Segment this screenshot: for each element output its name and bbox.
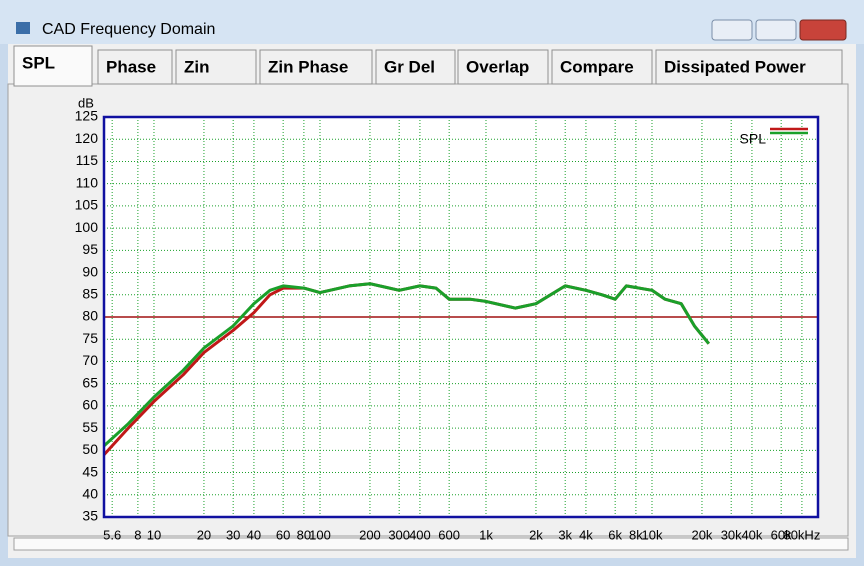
y-tick-label: 95 (82, 241, 98, 257)
tab-label[interactable]: SPL (22, 53, 55, 72)
tab[interactable] (97, 49, 173, 85)
x-tick-label: 8k (629, 527, 643, 542)
y-tick-label: 120 (75, 130, 99, 146)
y-tick-label: 80 (82, 308, 98, 324)
x-tick-label: 10k (642, 527, 663, 542)
maximize-button[interactable] (755, 19, 797, 41)
y-tick-label: 65 (82, 374, 98, 390)
tab[interactable] (175, 49, 257, 85)
y-tick-label: 60 (82, 397, 98, 413)
x-tick-label: 10 (147, 527, 161, 542)
x-tick-label: 80 (297, 527, 311, 542)
x-tick-label: 3k (558, 527, 572, 542)
tab-label[interactable]: Overlap (466, 57, 529, 76)
x-tick-label: 40k (741, 527, 762, 542)
app-icon (16, 22, 30, 34)
plot-border (102, 115, 820, 519)
x-tick-label: 600 (438, 527, 460, 542)
tab[interactable] (259, 49, 373, 85)
x-tick-label: 4k (579, 527, 593, 542)
tab-label[interactable]: Phase (106, 57, 156, 76)
x-tick-label: 6k (608, 527, 622, 542)
x-tick-label: 400 (409, 527, 431, 542)
legend-label: SPL (740, 131, 767, 147)
y-tick-label: 35 (82, 508, 98, 524)
y-tick-label: 70 (82, 352, 98, 368)
y-tick-label: 55 (82, 419, 98, 435)
y-tick-label: 90 (82, 263, 98, 279)
x-tick-label: 2k (529, 527, 543, 542)
tab[interactable] (551, 49, 653, 85)
x-tick-label: 5.6 (103, 527, 121, 542)
y-tick-label: 45 (82, 463, 98, 479)
x-tick-label: 200 (359, 527, 381, 542)
y-tick-label: 100 (75, 219, 99, 235)
tab[interactable] (457, 49, 549, 85)
tab-label[interactable]: Zin Phase (268, 57, 348, 76)
x-tick-label: 20 (197, 527, 211, 542)
y-tick-label: 75 (82, 330, 98, 346)
x-tick-label: 100 (309, 527, 331, 542)
minimize-button[interactable] (711, 19, 753, 41)
x-tick-label: 80kHz (783, 527, 820, 542)
y-tick-label: 105 (75, 197, 99, 213)
tab[interactable] (375, 49, 456, 85)
close-button[interactable] (799, 19, 847, 41)
x-tick-label: 8 (134, 527, 141, 542)
y-tick-label: 110 (76, 174, 99, 190)
x-tick-label: 1k (479, 527, 493, 542)
tab-label[interactable]: Gr Del (384, 57, 435, 76)
x-tick-label: 60 (276, 527, 290, 542)
window-title: CAD Frequency Domain (42, 21, 215, 38)
x-tick-label: 60k (771, 527, 792, 542)
y-tick-label: 40 (82, 485, 98, 501)
spl-line (102, 282, 710, 448)
y-tick-label: 115 (76, 152, 99, 168)
x-tick-label: 30 (226, 527, 240, 542)
tab[interactable] (13, 45, 93, 87)
y-tick-label: 85 (82, 285, 98, 301)
tab[interactable] (655, 49, 843, 85)
x-tick-label: 40 (247, 527, 261, 542)
status-bar (13, 537, 849, 551)
tab-label[interactable]: Compare (560, 57, 634, 76)
y-axis-label: dB (78, 95, 94, 110)
x-tick-label: 20k (691, 527, 712, 542)
tab-label[interactable]: Dissipated Power (664, 57, 806, 76)
y-tick-label: 50 (82, 441, 98, 457)
tab-label[interactable]: Zin (184, 57, 210, 76)
x-tick-label: 300 (388, 527, 410, 542)
x-tick-label: 30k (721, 527, 742, 542)
y-tick-label: 125 (75, 108, 99, 124)
